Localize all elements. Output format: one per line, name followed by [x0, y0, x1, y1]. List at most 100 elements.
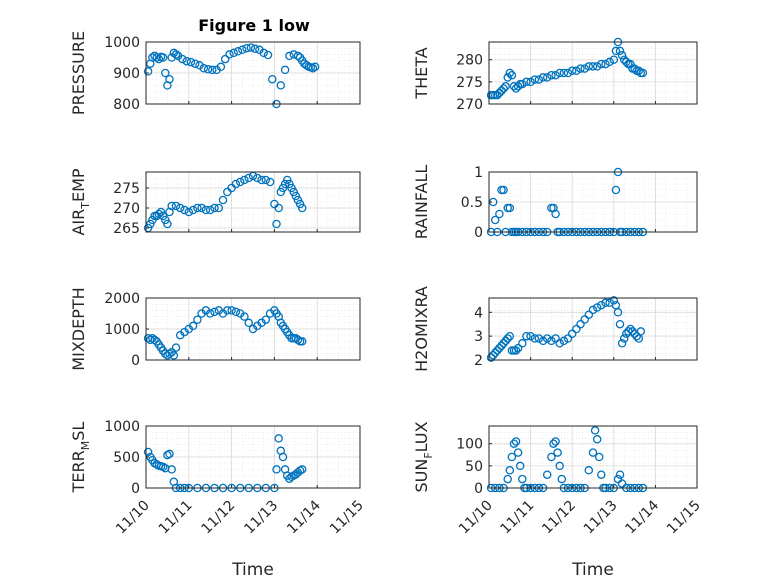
data-point — [280, 179, 290, 189]
data-point — [310, 62, 320, 72]
y-tick-label: 270 — [456, 97, 483, 113]
data-point — [268, 74, 277, 84]
data-point — [619, 55, 629, 64]
data-point — [188, 321, 198, 331]
data-point — [490, 348, 500, 358]
data-point — [272, 219, 281, 229]
data-point — [609, 296, 619, 305]
data-point — [175, 203, 185, 213]
data-point — [501, 82, 510, 91]
x-tick-label: 11/15 — [664, 498, 704, 538]
data-point — [165, 449, 174, 459]
data-point — [547, 452, 556, 462]
x-tick-label: 11/12 — [199, 498, 239, 538]
data-point — [522, 77, 531, 87]
data-point — [592, 62, 602, 71]
data-point — [626, 59, 635, 69]
y-tick-label: 2000 — [104, 291, 140, 307]
data-point — [534, 334, 544, 343]
data-point — [559, 68, 569, 78]
data-point — [580, 64, 589, 73]
subplot-h2omixra: 2 3 4 H2OMIXRA — [412, 286, 698, 372]
data-point — [551, 70, 560, 80]
data-point — [169, 351, 179, 360]
y-axis-label: H2OMIXRA — [412, 286, 431, 372]
data-point — [507, 70, 517, 80]
y-tick-label: 4 — [474, 305, 483, 321]
data-point — [513, 343, 523, 353]
data-point — [244, 173, 253, 183]
data-point — [619, 334, 629, 343]
data-point — [297, 337, 307, 346]
subplot-sun-flux: 0 50 100 SUNFLUX 11/10 11/11 11/12 11/13 11/14 11… — [412, 421, 704, 580]
data-point — [238, 45, 247, 55]
y-tick-label: 1000 — [104, 419, 140, 435]
data-point — [146, 219, 155, 229]
data-point — [615, 46, 625, 56]
x-tick-label: 11/13 — [241, 498, 281, 538]
data-point — [636, 327, 646, 336]
y-tick-label: 0 — [474, 225, 483, 241]
data-point — [584, 310, 594, 319]
data-point — [218, 195, 228, 205]
data-point — [567, 66, 577, 76]
data-point — [231, 179, 241, 189]
y-tick-label: 1000 — [104, 322, 140, 338]
data-point — [522, 331, 531, 341]
subplot-rainfall: 0 0.5 1 RAINFALL — [412, 165, 698, 241]
data-point — [240, 175, 249, 185]
data-point — [278, 452, 288, 462]
data-point — [613, 308, 623, 317]
axes-box — [145, 171, 361, 233]
subplot-terr-msl: 0 500 1000 TERRMSL 11/10 11/11 11/12 11/13 11/14… — [69, 419, 367, 580]
data-point — [165, 349, 174, 359]
data-point — [193, 315, 202, 324]
data-point — [499, 84, 508, 93]
data-point — [505, 203, 515, 213]
data-point — [261, 175, 271, 185]
data-point — [182, 56, 191, 66]
data-point — [154, 54, 164, 64]
data-point — [231, 307, 241, 317]
subplot-mixdepth: 0 1000 2000 MIXDEPTH — [69, 287, 361, 371]
data-point — [584, 62, 594, 71]
data-point — [263, 50, 273, 60]
data-point — [513, 82, 523, 91]
data-point — [511, 346, 521, 355]
data-point — [205, 205, 215, 215]
data-point — [572, 324, 581, 334]
data-point — [193, 203, 202, 213]
data-point — [208, 65, 217, 75]
data-point — [210, 307, 219, 317]
data-point — [563, 334, 573, 343]
data-point — [592, 435, 602, 444]
data-point — [501, 336, 510, 346]
data-point — [605, 57, 614, 67]
x-tick-label: 11/11 — [156, 498, 196, 538]
axes-box — [488, 297, 698, 361]
data-point — [617, 479, 627, 488]
data-point — [210, 203, 219, 213]
data-point — [150, 335, 159, 345]
data-point — [597, 59, 606, 69]
data-point — [261, 315, 271, 324]
data-point — [547, 70, 556, 80]
y-tick-label: 0 — [131, 481, 140, 497]
data-point — [171, 50, 181, 59]
y-tick-label: 900 — [113, 66, 140, 82]
data-point — [291, 191, 301, 201]
x-tick-label: 11/13 — [581, 498, 621, 538]
data-point — [214, 203, 224, 213]
data-point — [542, 73, 552, 82]
y-tick-label: 0 — [131, 353, 140, 369]
data-point — [259, 48, 268, 58]
data-point — [507, 452, 517, 462]
data-point — [526, 77, 535, 87]
data-point — [171, 201, 181, 211]
x-tick-label: 11/10 — [456, 498, 496, 538]
data-point — [611, 185, 621, 195]
data-point — [615, 470, 625, 479]
x-tick-label: 11/11 — [498, 498, 538, 538]
y-tick-label: 50 — [465, 459, 483, 475]
